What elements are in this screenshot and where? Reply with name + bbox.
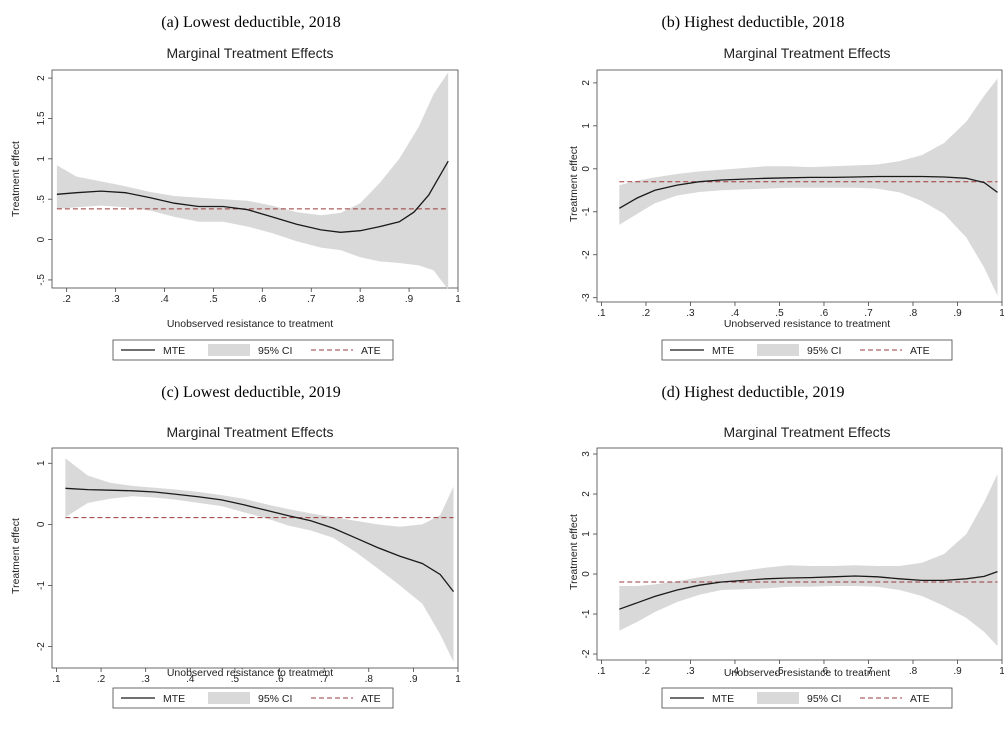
- x-tick-label: .2: [642, 666, 651, 677]
- y-tick-label: 1: [36, 460, 47, 466]
- legend-ate-label: ATE: [361, 345, 381, 357]
- y-tick-label: 1.5: [36, 111, 47, 125]
- x-tick-label: 1: [999, 308, 1004, 319]
- y-tick-label: 0: [581, 166, 592, 172]
- y-tick-label: -2: [36, 642, 47, 651]
- legend-ci-label: 95% CI: [807, 345, 841, 357]
- x-tick-label: .3: [686, 308, 695, 319]
- chart-panel-b: Marginal Treatment Effects .1 .2 .3 .4 .5 .6 .7…: [568, 45, 1004, 360]
- y-tick-label: 1: [581, 123, 592, 129]
- x-tick-label: .1: [597, 308, 606, 319]
- legend-mte-label: MTE: [163, 693, 185, 705]
- x-tick-label: .8: [909, 666, 918, 677]
- legend-mte-label: MTE: [163, 345, 185, 357]
- x-tick-label: .6: [258, 294, 267, 305]
- x-tick-label: .1: [597, 666, 606, 677]
- legend: MTE 95% CI ATE: [113, 340, 393, 360]
- x-tick-label: .9: [953, 308, 962, 319]
- x-tick-label: .1: [52, 674, 61, 685]
- chart-panel-a: Marginal Treatment Effects .2 .3 .4 .5 .6 .7 .8…: [10, 45, 461, 360]
- x-tick-label: .8: [909, 308, 918, 319]
- y-tick-label: -2: [581, 250, 592, 259]
- legend: MTE 95% CI ATE: [662, 340, 952, 360]
- y-tick-label: 2: [36, 75, 47, 81]
- legend-ci-label: 95% CI: [258, 693, 292, 705]
- legend-ci-label: 95% CI: [807, 693, 841, 705]
- chart-title: Marginal Treatment Effects: [723, 424, 890, 440]
- y-tick-label: -1: [36, 581, 47, 590]
- y-axis-label: Treatment effect: [10, 518, 22, 594]
- y-tick-label: 3: [581, 451, 592, 457]
- y-tick-label: 2: [581, 491, 592, 497]
- x-tick-label: .3: [142, 674, 151, 685]
- chart-title: Marginal Treatment Effects: [723, 45, 890, 61]
- y-tick-label: 0: [581, 571, 592, 577]
- x-tick-label: .8: [365, 674, 374, 685]
- x-tick-label: .8: [356, 294, 365, 305]
- x-axis-label: Unobserved resistance to treatment: [167, 667, 333, 679]
- x-tick-label: 1: [455, 674, 461, 685]
- legend-ate-label: ATE: [361, 693, 381, 705]
- plot-frame: [597, 448, 1002, 660]
- x-tick-label: .9: [409, 674, 418, 685]
- y-tick-label: 0: [36, 236, 47, 242]
- legend-mte-label: MTE: [712, 693, 734, 705]
- x-tick-label: .9: [405, 294, 414, 305]
- legend-mte-label: MTE: [712, 345, 734, 357]
- chart-title: Marginal Treatment Effects: [166, 45, 333, 61]
- y-axis-label: Treatment effect: [10, 141, 22, 217]
- x-tick-label: .2: [642, 308, 651, 319]
- x-tick-label: .3: [686, 666, 695, 677]
- y-axis-label: Treatment effect: [568, 514, 580, 590]
- y-axis-label: Treatment effect: [568, 146, 580, 222]
- x-axis-label: Unobserved resistance to treatment: [167, 318, 333, 330]
- legend-ci-swatch: [757, 344, 799, 356]
- y-tick-label: -3: [581, 293, 592, 302]
- x-tick-label: .4: [160, 294, 169, 305]
- y-tick-label: 0: [36, 521, 47, 527]
- legend-ate-label: ATE: [910, 345, 930, 357]
- chart-panel-d: Marginal Treatment Effects .1 .2 .3 .4 .5 .6 .7…: [568, 424, 1004, 708]
- legend-ci-label: 95% CI: [258, 345, 292, 357]
- x-tick-label: .9: [953, 666, 962, 677]
- legend-ci-swatch: [208, 692, 250, 704]
- x-tick-label: .2: [63, 294, 72, 305]
- x-tick-label: .5: [209, 294, 218, 305]
- y-tick-label: 2: [581, 80, 592, 86]
- x-tick-label: 1: [455, 294, 461, 305]
- y-tick-label: .5: [36, 195, 47, 204]
- y-tick-label: 1: [36, 156, 47, 162]
- x-tick-label: .2: [97, 674, 106, 685]
- y-tick-label: -.5: [36, 274, 47, 286]
- legend-ate-label: ATE: [910, 693, 930, 705]
- y-tick-label: -1: [581, 609, 592, 618]
- x-axis-label: Unobserved resistance to treatment: [724, 667, 890, 679]
- chart-title: Marginal Treatment Effects: [166, 424, 333, 440]
- y-tick-label: 1: [581, 531, 592, 537]
- x-tick-label: .7: [307, 294, 316, 305]
- legend-ci-swatch: [208, 344, 250, 356]
- x-tick-label: 1: [999, 666, 1004, 677]
- x-axis-label: Unobserved resistance to treatment: [724, 318, 890, 330]
- legend: MTE 95% CI ATE: [113, 688, 393, 708]
- y-tick-label: -2: [581, 649, 592, 658]
- y-tick-label: -1: [581, 207, 592, 216]
- legend: MTE 95% CI ATE: [662, 688, 952, 708]
- legend-ci-swatch: [757, 692, 799, 704]
- chart-panel-c: Marginal Treatment Effects .1 .2 .3 .4 .5 .6 .7…: [10, 424, 461, 708]
- x-tick-label: .3: [111, 294, 120, 305]
